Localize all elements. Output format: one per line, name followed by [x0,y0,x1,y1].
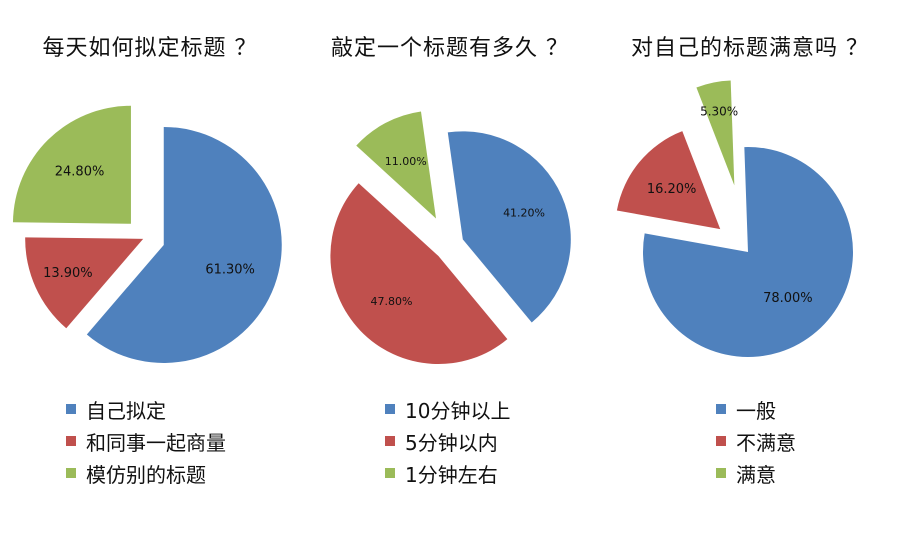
slice-data-label: 5.30% [700,104,738,118]
legend-swatch-green [385,468,395,478]
legend-label: 满意 [736,462,776,487]
legend-item: 和同事一起商量 [66,425,226,457]
legend-item: 满意 [716,457,796,489]
legend-item: 1分钟左右 [385,457,510,489]
slice-data-label: 47.80% [371,295,413,308]
chart-panel-1: 每天如何拟定标题 ？ 61.30% 13.90% 24.80% 自己拟定 和同事一起… [0,0,300,534]
legend-item: 一般 [716,393,796,425]
pie-slice [25,237,144,329]
chart-panel-3: 对自己的标题满意吗 ？ 78.00% 16.20% 5.30% 一般 不满意 满意 [600,0,900,534]
legend-2: 10分钟以上 5分钟以内 1分钟左右 [385,393,510,489]
pie-chart-3: 78.00% 16.20% 5.30% [616,80,853,357]
pie-slice [643,147,853,357]
legend-3: 一般 不满意 满意 [716,393,796,489]
legend-swatch-blue [385,404,395,414]
slice-data-label: 61.30% [205,263,255,278]
legend-item: 自己拟定 [66,393,226,425]
legend-swatch-red [385,436,395,446]
slice-data-label: 78.00% [763,291,813,306]
legend-label: 1分钟左右 [405,462,498,487]
slice-data-label: 16.20% [647,182,697,197]
legend-swatch-red [716,436,726,446]
legend-1: 自己拟定 和同事一起商量 模仿别的标题 [66,393,226,489]
legend-item: 不满意 [716,425,796,457]
chart-title-3: 对自己的标题满意吗 ？ [631,36,869,61]
legend-swatch-green [66,468,76,478]
legend-label: 自己拟定 [86,398,166,423]
slice-data-label: 13.90% [43,266,93,281]
pie-slice [616,131,721,230]
pie-slice [330,183,508,365]
legend-swatch-blue [66,404,76,414]
legend-label: 模仿别的标题 [86,462,206,487]
pie-slice [86,126,282,363]
legend-swatch-blue [716,404,726,414]
legend-label: 不满意 [736,430,796,455]
legend-item: 5分钟以内 [385,425,510,457]
pie-slice [12,105,131,224]
legend-swatch-green [716,468,726,478]
legend-item: 10分钟以上 [385,393,510,425]
slice-data-label: 11.00% [385,155,427,168]
pie-chart-2: 41.20% 47.80% 11.00% [330,111,571,365]
slice-data-label: 24.80% [55,165,105,180]
chart-panel-2: 敲定一个标题有多久 ？ 41.20% 47.80% 11.00% 10分钟以上 5分… [300,0,600,534]
pie-slice [447,131,571,323]
slice-data-label: 41.20% [503,206,545,219]
legend-label: 一般 [736,398,776,423]
chart-title-2: 敲定一个标题有多久 ？ [331,36,569,61]
legend-label: 5分钟以内 [405,430,498,455]
chart-title-1: 每天如何拟定标题 ？ [42,36,258,61]
legend-swatch-red [66,436,76,446]
pie-slice [696,80,735,186]
legend-label: 和同事一起商量 [86,430,226,455]
legend-label: 10分钟以上 [405,398,511,423]
pie-chart-1: 61.30% 13.90% 24.80% [12,105,282,363]
pie-slice [356,111,437,219]
legend-item: 模仿别的标题 [66,457,226,489]
